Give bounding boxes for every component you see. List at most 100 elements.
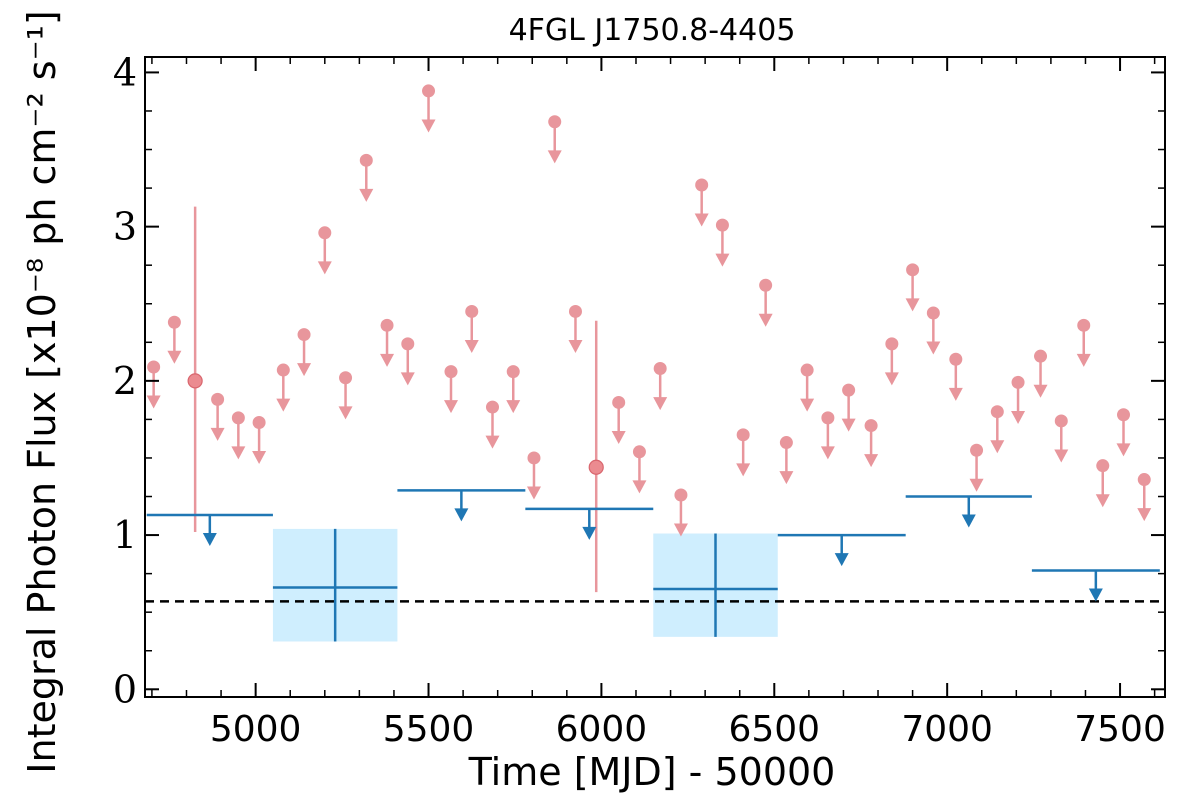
upper-limit-marker: [1054, 414, 1068, 428]
short-bin-upper-limit: [297, 328, 312, 377]
short-bin-upper-limit: [694, 178, 709, 227]
upper-limit-marker: [297, 328, 311, 342]
upper-limit-marker: [380, 318, 394, 332]
y-axis-label: Integral Photon Flux [x10⁻⁸ ph cm⁻² s⁻¹]: [20, 10, 64, 773]
short-bin-upper-limit: [338, 371, 353, 420]
upper-limit-arrowhead: [758, 313, 773, 327]
short-bin-upper-limit: [715, 218, 730, 267]
short-bin-upper-limit: [547, 115, 562, 164]
upper-limit-arrowhead: [276, 398, 291, 412]
x-tick-label: 6500: [728, 709, 820, 750]
upper-limit-marker: [906, 263, 920, 277]
x-tick-label: 7000: [901, 709, 993, 750]
short-bin-upper-limit: [146, 360, 161, 409]
short-bin-upper-limit: [969, 443, 984, 492]
upper-limit-marker: [401, 337, 415, 351]
upper-limit-arrowhead: [444, 400, 458, 414]
short-bin-upper-limit: [506, 365, 521, 414]
long-bin-layer: [146, 489, 1160, 642]
short-bin-upper-limit: [1033, 349, 1048, 398]
short-bin-upper-limit: [380, 318, 395, 367]
upper-limit-marker: [147, 360, 161, 374]
upper-limit-arrowhead: [673, 523, 688, 537]
upper-limit-arrowhead: [359, 188, 374, 202]
y-tick-label: 4: [113, 50, 137, 94]
short-bin-detection: [187, 206, 203, 532]
axes-layer: 5000 5500 6000 6500 7000 7500 0 1 2 3 4: [113, 50, 1166, 750]
short-bin-upper-limit: [317, 226, 332, 275]
upper-limit-arrowhead: [990, 440, 1005, 454]
upper-limit-arrowhead: [611, 431, 626, 444]
long-bin-detection: [272, 528, 398, 642]
upper-limit-marker: [779, 436, 793, 450]
upper-limit-arrowhead: [1116, 443, 1131, 457]
upper-limit-arrowhead: [231, 446, 246, 460]
short-bin-upper-limit: [653, 362, 668, 411]
long-bin-upper-limit: [905, 495, 1032, 528]
upper-limit-arrowhead: [969, 478, 984, 492]
upper-limit-arrowhead: [400, 372, 415, 386]
upper-limit-marker: [864, 419, 878, 433]
upper-limit-arrowhead: [547, 150, 562, 164]
upper-limit-marker: [1034, 349, 1048, 363]
short-bin-upper-limit: [990, 405, 1005, 454]
upper-limit-marker: [527, 451, 541, 465]
upper-limit-arrowhead: [694, 213, 709, 227]
upper-limit-marker: [674, 488, 688, 502]
upper-limit-arrowhead: [338, 406, 353, 420]
short-bin-upper-limit: [758, 278, 773, 327]
upper-limit-marker: [949, 352, 963, 366]
short-bin-upper-limit: [464, 304, 479, 354]
upper-limit-arrowhead: [736, 463, 751, 477]
upper-limit-arrowhead: [1076, 353, 1091, 367]
upper-limit-marker: [695, 178, 709, 192]
short-bin-upper-limit: [210, 392, 225, 441]
upper-limit-marker: [632, 445, 646, 459]
short-bin-upper-limit: [1011, 375, 1026, 424]
upper-limit-arrowhead: [1137, 508, 1152, 522]
upper-limit-arrowhead: [454, 508, 469, 522]
upper-limit-arrowhead: [864, 454, 879, 468]
upper-limit-arrowhead: [1033, 384, 1048, 398]
upper-limit-marker: [926, 306, 940, 320]
short-bin-upper-limit: [864, 419, 879, 468]
short-bin-upper-limit: [400, 337, 415, 386]
upper-limit-marker: [252, 415, 266, 429]
short-bin-upper-limit: [736, 428, 751, 477]
short-bin-upper-limit: [779, 436, 794, 485]
short-bin-upper-limit: [905, 263, 920, 312]
x-tick-label: 5000: [210, 709, 302, 750]
upper-limit-arrowhead: [1088, 588, 1103, 602]
long-bin-upper-limit: [397, 489, 526, 522]
long-bin-upper-limit: [777, 533, 906, 567]
short-bin-layer: [146, 84, 1152, 593]
upper-limit-arrowhead: [779, 471, 794, 485]
upper-limit-marker: [359, 153, 373, 167]
short-bin-upper-limit: [1095, 459, 1110, 508]
upper-limit-arrowhead: [202, 533, 217, 547]
upper-limit-arrowhead: [582, 526, 597, 540]
upper-limit-arrowhead: [421, 119, 436, 133]
x-tick-label: 7500: [1074, 709, 1166, 750]
upper-limit-arrowhead: [167, 350, 182, 364]
upper-limit-arrowhead: [905, 298, 920, 312]
short-bin-upper-limit: [820, 411, 835, 460]
upper-limit-marker: [506, 365, 520, 379]
upper-limit-arrowhead: [632, 480, 647, 494]
long-bin-upper-limit: [1031, 569, 1160, 602]
upper-limit-marker: [715, 218, 729, 232]
upper-limit-arrowhead: [820, 446, 835, 460]
x-tick-label: 6000: [556, 709, 648, 750]
upper-limit-arrowhead: [380, 353, 395, 367]
upper-limit-marker: [231, 411, 245, 425]
upper-limit-marker: [653, 362, 667, 376]
short-bin-upper-limit: [421, 84, 436, 133]
upper-limit-arrowhead: [526, 486, 541, 500]
detection-marker: [588, 459, 604, 475]
short-bin-upper-limit: [1137, 473, 1152, 522]
upper-limit-arrowhead: [800, 398, 815, 412]
upper-limit-marker: [1077, 318, 1091, 332]
upper-limit-arrowhead: [464, 340, 479, 354]
short-bin-upper-limit: [485, 400, 500, 449]
